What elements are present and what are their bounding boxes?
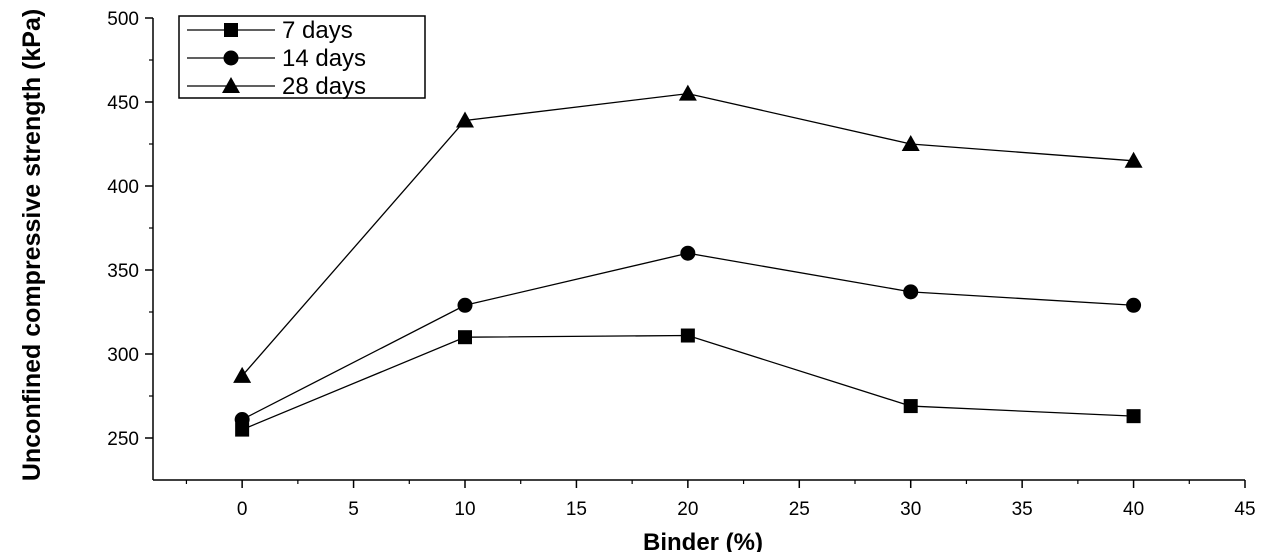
data-point	[233, 366, 252, 383]
y-tick-label: 350	[107, 261, 139, 282]
data-point	[458, 330, 472, 345]
y-tick-label: 250	[107, 429, 139, 450]
y-tick-label: 400	[107, 177, 139, 198]
series-circle	[234, 245, 1142, 428]
y-axis-title: Unconfined compressive strength (kPa)	[18, 9, 46, 481]
chart-axes	[152, 18, 1245, 481]
series-line	[241, 334, 1134, 431]
legend-label: 14 days	[282, 45, 366, 72]
chart-ticks: 0 5 10 15 20 25 30 35 40 45 250 300 350 400 450 500	[107, 9, 1255, 520]
x-tick-label: 10	[454, 499, 475, 520]
x-tick-label: 40	[1123, 499, 1144, 520]
x-tick-label: 25	[789, 499, 810, 520]
data-point	[901, 135, 920, 151]
data-point	[680, 245, 696, 261]
series-square	[235, 328, 1141, 437]
legend-label: 7 days	[282, 17, 353, 44]
data-point	[456, 111, 474, 128]
legend-marker	[223, 50, 239, 66]
x-tick-label: 45	[1234, 499, 1255, 520]
data-point	[903, 399, 918, 414]
data-point	[1124, 151, 1143, 168]
series-triangle	[233, 84, 1143, 383]
legend-marker	[222, 77, 240, 93]
data-point	[457, 297, 473, 313]
chart-series	[233, 84, 1143, 437]
data-point	[1126, 409, 1141, 424]
y-tick-label: 500	[107, 9, 139, 30]
y-tick-label: 300	[107, 345, 139, 366]
x-tick-label: 15	[566, 499, 587, 520]
data-point	[1126, 297, 1142, 313]
legend-marker	[224, 23, 238, 37]
data-point	[234, 412, 250, 428]
x-tick-label: 20	[677, 499, 698, 520]
x-tick-label: 0	[237, 499, 248, 520]
x-tick-label: 35	[1012, 499, 1033, 520]
legend-label: 28 days	[282, 73, 366, 100]
x-axis-title: Binder (%)	[643, 529, 763, 552]
x-tick-label: 5	[348, 499, 359, 520]
data-point	[903, 284, 919, 300]
data-point	[678, 84, 697, 101]
x-tick-label: 30	[900, 499, 921, 520]
y-tick-label: 450	[107, 93, 139, 114]
data-point	[680, 328, 695, 343]
